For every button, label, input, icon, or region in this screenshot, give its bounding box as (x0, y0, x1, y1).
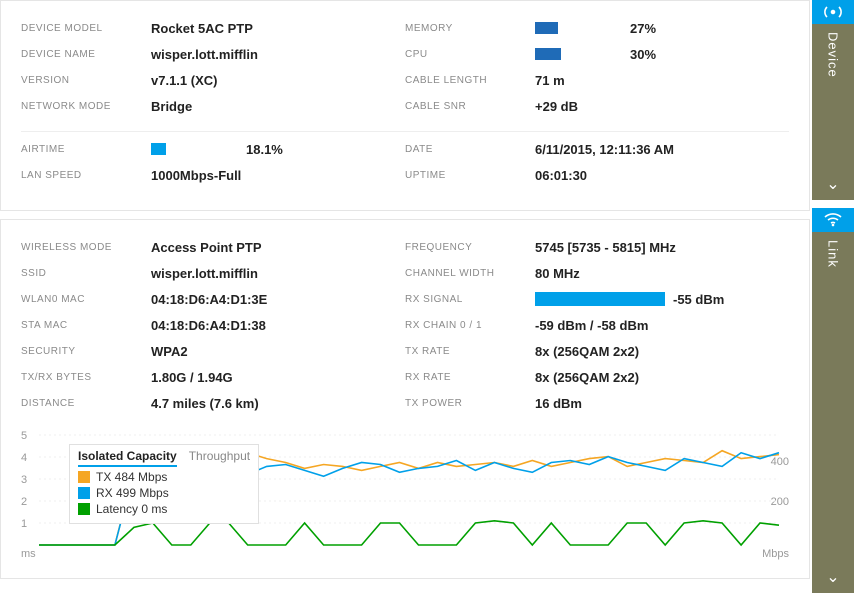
value-wireless-mode: Access Point PTP (151, 240, 262, 255)
value-cable-length: 71 m (535, 73, 565, 88)
value-security: WPA2 (151, 344, 188, 359)
value-network-mode: Bridge (151, 99, 192, 114)
label-airtime: AIRTIME (21, 144, 151, 155)
label-cpu: CPU (405, 49, 535, 60)
label-device-name: DEVICE NAME (21, 49, 151, 60)
value-lan-speed: 1000Mbps-Full (151, 168, 241, 183)
label-rx-chain: RX CHAIN 0 / 1 (405, 320, 535, 331)
value-cable-snr: +29 dB (535, 99, 578, 114)
tab-device-label: Device (826, 32, 841, 78)
tab-throughput[interactable]: Throughput (189, 449, 250, 467)
label-channel-width: CHANNEL WIDTH (405, 268, 535, 279)
label-tx-rate: TX RATE (405, 346, 535, 357)
chevron-down-icon: ⌄ (812, 567, 854, 587)
value-device-name: wisper.lott.mifflin (151, 47, 258, 62)
device-right-col: MEMORY 27% CPU 30% CABLE LENGTH71 m CABLE … (405, 19, 789, 123)
value-device-model: Rocket 5AC PTP (151, 21, 253, 36)
tab-isolated-capacity[interactable]: Isolated Capacity (78, 449, 177, 467)
value-date: 6/11/2015, 12:11:36 AM (535, 142, 674, 157)
chevron-down-icon: ⌄ (812, 174, 854, 194)
value-rx-rate: 8x (256QAM 2x2) (535, 370, 639, 385)
value-ssid: wisper.lott.mifflin (151, 266, 258, 281)
value-cpu: 30% (630, 47, 656, 62)
label-txrx-bytes: TX/RX BYTES (21, 372, 151, 383)
throughput-chart: 5 4 3 2 1 400 200 ms Mbps Isolated Capac… (21, 430, 789, 560)
device-panel: DEVICE MODELRocket 5AC PTP DEVICE NAMEwi… (0, 0, 810, 211)
side-tabs: Device ⌄ Link ⌄ (812, 0, 854, 593)
value-distance: 4.7 miles (7.6 km) (151, 396, 259, 411)
tab-link-label: Link (826, 240, 841, 268)
label-distance: DISTANCE (21, 398, 151, 409)
label-uptime: UPTIME (405, 170, 535, 181)
link-right-col: FREQUENCY5745 [5735 - 5815] MHz CHANNEL … (405, 238, 789, 420)
label-cable-snr: CABLE SNR (405, 101, 535, 112)
airtime-bar (151, 143, 236, 155)
legend-rx: RX 499 Mbps (96, 485, 169, 501)
tab-device[interactable]: Device ⌄ (812, 0, 854, 200)
value-channel-width: 80 MHz (535, 266, 580, 281)
label-rx-signal: RX SIGNAL (405, 294, 535, 305)
label-frequency: FREQUENCY (405, 242, 535, 253)
label-tx-power: TX POWER (405, 398, 535, 409)
swatch-lat (78, 503, 90, 515)
divider (21, 131, 789, 132)
label-rx-rate: RX RATE (405, 372, 535, 383)
value-rx-chain: -59 dBm / -58 dBm (535, 318, 648, 333)
antenna-icon (812, 0, 854, 24)
value-wlan0-mac: 04:18:D6:A4:D1:3E (151, 292, 267, 307)
label-date: DATE (405, 144, 535, 155)
value-memory: 27% (630, 21, 656, 36)
rx-signal-bar (535, 292, 665, 306)
value-tx-power: 16 dBm (535, 396, 582, 411)
tab-link[interactable]: Link ⌄ (812, 208, 854, 593)
value-uptime: 06:01:30 (535, 168, 587, 183)
label-ssid: SSID (21, 268, 151, 279)
value-txrx-bytes: 1.80G / 1.94G (151, 370, 233, 385)
legend-tx: TX 484 Mbps (96, 469, 167, 485)
link-left-col: WIRELESS MODEAccess Point PTP SSIDwisper… (21, 238, 405, 420)
link-panel: WIRELESS MODEAccess Point PTP SSIDwisper… (0, 219, 810, 579)
chart-legend: Isolated Capacity Throughput TX 484 Mbps… (69, 444, 259, 524)
value-airtime: 18.1% (246, 142, 283, 157)
legend-lat: Latency 0 ms (96, 501, 167, 517)
wifi-icon (812, 208, 854, 232)
cpu-bar (535, 48, 620, 60)
label-sta-mac: STA MAC (21, 320, 151, 331)
value-version: v7.1.1 (XC) (151, 73, 217, 88)
swatch-rx (78, 487, 90, 499)
value-frequency: 5745 [5735 - 5815] MHz (535, 240, 676, 255)
swatch-tx (78, 471, 90, 483)
label-version: VERSION (21, 75, 151, 86)
value-rx-signal: -55 dBm (673, 292, 724, 307)
device-left-col: DEVICE MODELRocket 5AC PTP DEVICE NAMEwi… (21, 19, 405, 123)
label-network-mode: NETWORK MODE (21, 101, 151, 112)
label-device-model: DEVICE MODEL (21, 23, 151, 34)
value-tx-rate: 8x (256QAM 2x2) (535, 344, 639, 359)
label-cable-length: CABLE LENGTH (405, 75, 535, 86)
label-wireless-mode: WIRELESS MODE (21, 242, 151, 253)
label-security: SECURITY (21, 346, 151, 357)
label-lan-speed: LAN SPEED (21, 170, 151, 181)
memory-bar (535, 22, 620, 34)
value-sta-mac: 04:18:D6:A4:D1:38 (151, 318, 266, 333)
label-memory: MEMORY (405, 23, 535, 34)
label-wlan0-mac: WLAN0 MAC (21, 294, 151, 305)
